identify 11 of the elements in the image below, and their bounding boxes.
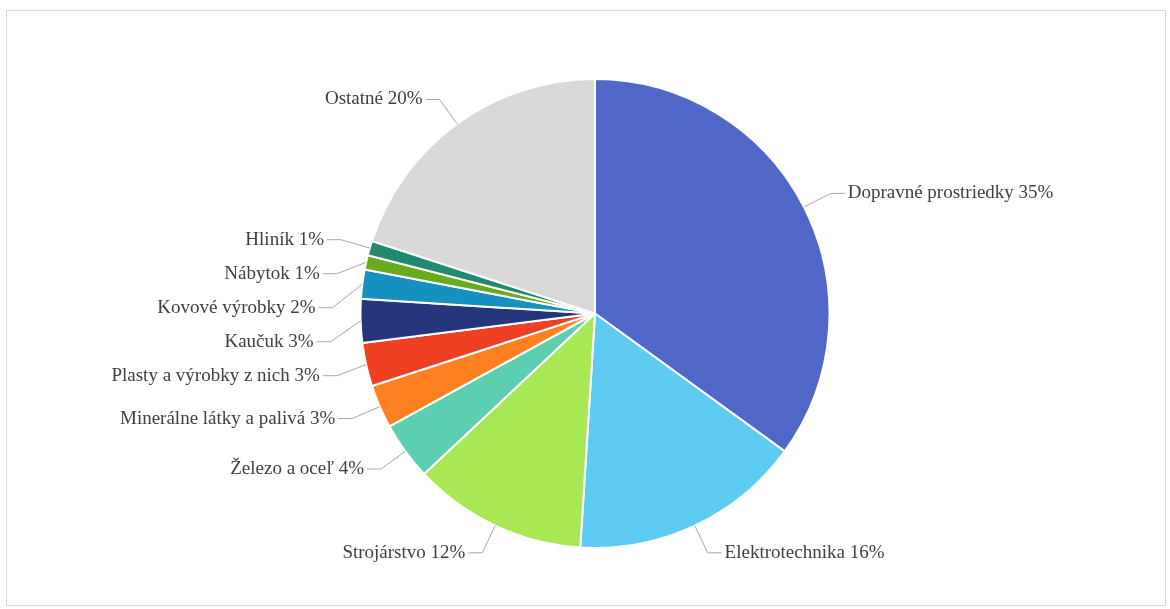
slice-label: Hliník 1% <box>245 227 325 249</box>
slice-label: Kovové výrobky 2% <box>157 295 316 317</box>
slice-label: Strojárstvo 12% <box>342 540 466 562</box>
slice-label: Dopravné prostriedky 35% <box>847 181 1054 203</box>
slice-label: Elektrotechnika 16% <box>724 540 885 562</box>
slice-label: Nábytok 1% <box>224 261 321 283</box>
slice-label: Železo a oceľ 4% <box>230 456 365 478</box>
slice-label: Plasty a výrobky z nich 3% <box>111 363 321 385</box>
slice-label: Minerálne látky a palivá 3% <box>119 406 336 428</box>
slice-label: Ostatné 20% <box>324 87 423 109</box>
slice-label: Kaučuk 3% <box>224 329 314 351</box>
